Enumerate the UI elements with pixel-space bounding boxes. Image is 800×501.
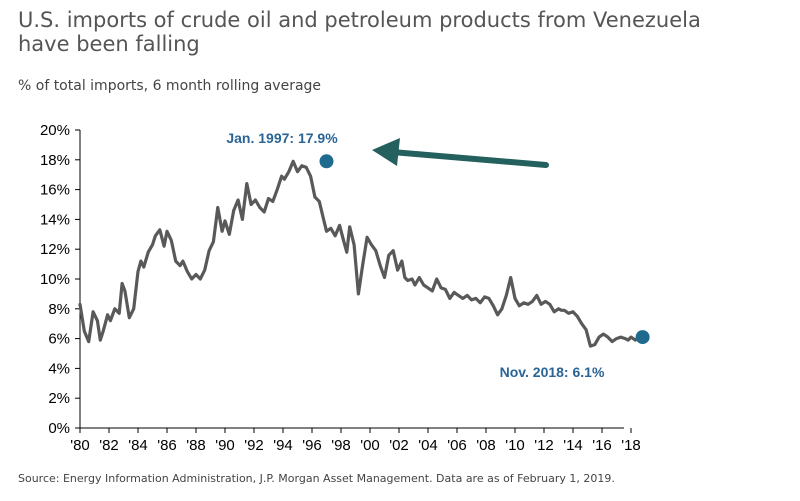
x-tick-label: '18 <box>621 437 641 454</box>
x-tick-label: '86 <box>157 437 177 454</box>
x-tick-label: '94 <box>273 437 293 454</box>
y-tick-label: 8% <box>48 301 70 318</box>
latest-annotation-label: Nov. 2018: 6.1% <box>500 364 605 380</box>
x-tick-label: '14 <box>563 437 583 454</box>
x-tick-label: '06 <box>447 437 467 454</box>
peak-annotation-label: Jan. 1997: 17.9% <box>226 130 338 146</box>
x-tick-label: '04 <box>418 437 438 454</box>
arrow-shaft <box>389 149 549 168</box>
x-tick-label: '12 <box>534 437 554 454</box>
y-tick-label: 10% <box>40 271 70 288</box>
y-tick-label: 16% <box>40 182 70 199</box>
y-tick-label: 20% <box>40 122 70 139</box>
y-tick-label: 4% <box>48 360 70 377</box>
x-tick-label: '82 <box>99 437 119 454</box>
x-tick-label: '84 <box>128 437 148 454</box>
arrow-head <box>372 138 400 166</box>
x-tick-label: '10 <box>505 437 525 454</box>
source-note: Source: Energy Information Administratio… <box>18 472 615 485</box>
peak-marker <box>319 154 334 169</box>
x-tick-label: '00 <box>360 437 380 454</box>
latest-marker <box>635 330 650 345</box>
x-tick-label: '98 <box>331 437 351 454</box>
chart-subtitle: % of total imports, 6 month rolling aver… <box>18 78 322 94</box>
y-tick-label: 6% <box>48 331 70 348</box>
x-tick-label: '16 <box>592 437 612 454</box>
page-title: U.S. imports of crude oil and petroleum … <box>18 8 701 56</box>
y-tick-label: 12% <box>40 241 70 258</box>
y-tick-label: 14% <box>40 211 70 228</box>
y-tick-label: 2% <box>48 390 70 407</box>
x-tick-label: '88 <box>186 437 206 454</box>
y-tick-label: 0% <box>48 420 70 437</box>
x-tick-label: '92 <box>244 437 264 454</box>
x-tick-label: '90 <box>215 437 235 454</box>
series-line <box>78 159 648 348</box>
x-tick-label: '02 <box>389 437 409 454</box>
x-tick-label: '80 <box>70 437 90 454</box>
x-tick-label: '08 <box>476 437 496 454</box>
y-tick-label: 18% <box>40 152 70 169</box>
x-tick-label: '96 <box>302 437 322 454</box>
